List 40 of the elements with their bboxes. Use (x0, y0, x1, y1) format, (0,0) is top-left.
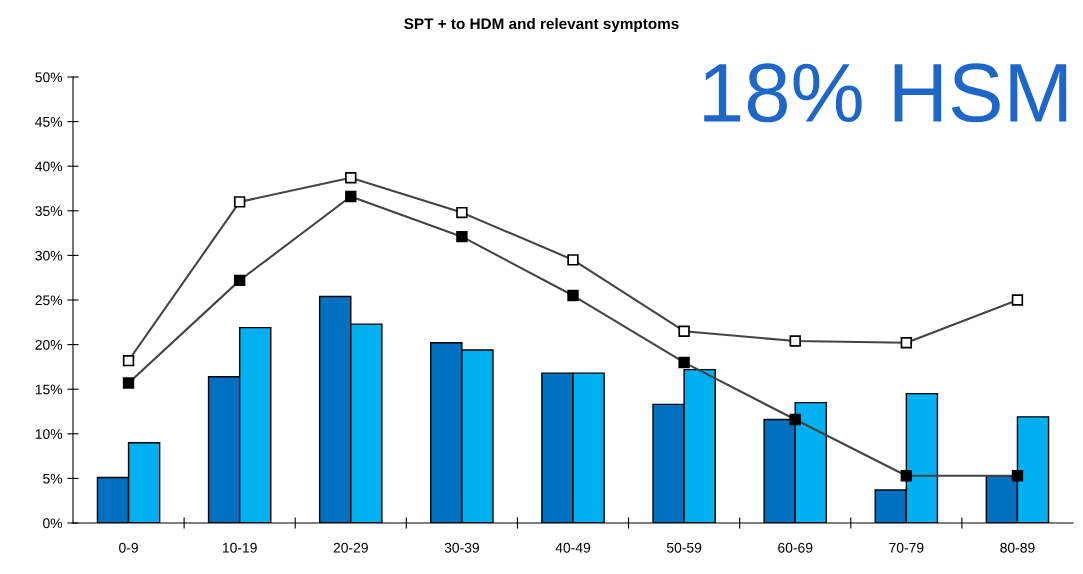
point (122, 377, 135, 389)
y-tick-label: 35% (35, 206, 63, 216)
x-tick-label: 50-59 (666, 542, 702, 553)
y-tick-label: 50% (35, 72, 63, 83)
point (233, 274, 246, 287)
y-tick-label: 5% (43, 473, 63, 484)
point (789, 413, 801, 426)
point (789, 335, 801, 347)
y-tick-label: 30% (35, 250, 63, 261)
point (456, 230, 468, 243)
x-tick-label: 10-19 (222, 542, 257, 553)
x-tick-label: 70-79 (889, 542, 924, 553)
point (456, 206, 468, 219)
y-tick-label: 25% (35, 295, 63, 306)
point (1011, 470, 1024, 482)
point (567, 254, 579, 266)
x-tick-label: 20-29 (333, 542, 368, 553)
x-tick-label: 40-49 (555, 542, 591, 553)
point (567, 289, 579, 302)
point (345, 172, 357, 184)
point (1011, 294, 1024, 306)
y-tick-label: 0% (43, 518, 63, 529)
point (345, 190, 357, 203)
y-tick-label: 20% (35, 339, 63, 350)
x-tick-label: 30-39 (444, 542, 479, 553)
annotation: 18% HSM (704, 63, 1067, 123)
point (122, 354, 135, 367)
x-tick-label: 60-69 (778, 542, 813, 553)
x-tick-label: 80-89 (1000, 542, 1035, 553)
y-tick-label: 15% (35, 384, 63, 395)
x-tick-label: 0-9 (119, 542, 138, 553)
point (678, 356, 690, 369)
y-tick-label: 10% (35, 429, 63, 439)
point (900, 470, 913, 482)
point (678, 325, 690, 337)
y-tick-label: 40% (35, 161, 63, 172)
point (900, 337, 913, 349)
point (233, 196, 246, 208)
chart-title: SPT + to HDM and relevant symptoms (404, 17, 679, 33)
y-tick-label: 45% (35, 116, 63, 127)
